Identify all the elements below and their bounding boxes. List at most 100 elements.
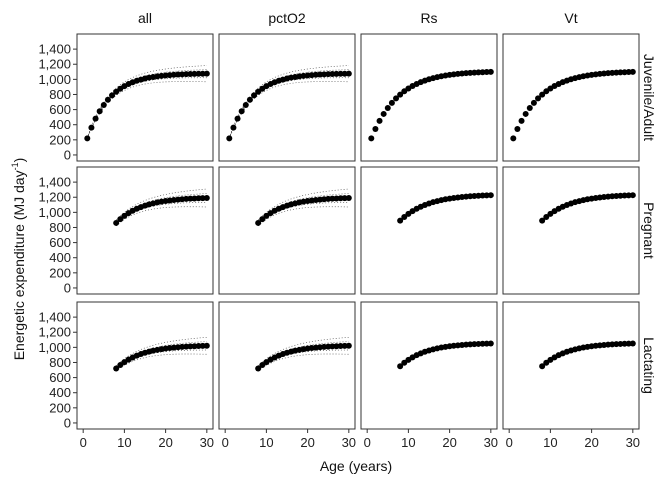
data-point — [203, 195, 210, 201]
panel-border — [360, 33, 498, 162]
data-point — [372, 125, 379, 132]
uncertainty-line — [228, 77, 349, 139]
facet-panel — [76, 33, 214, 162]
y-tick-label: 400 — [49, 250, 71, 265]
y-tick-label: 600 — [49, 370, 71, 385]
y-tick-label: 1,400 — [38, 175, 71, 190]
uncertainty-line — [257, 336, 349, 367]
facet-panel — [76, 301, 214, 430]
panel-border — [76, 166, 214, 295]
row-strip-label: Juvenile/Adult — [641, 54, 657, 141]
y-tick-label: 200 — [49, 400, 71, 415]
y-axis-title-sup: -1 — [10, 162, 20, 170]
x-tick-label: 10 — [117, 435, 131, 450]
data-point — [100, 101, 107, 108]
uncertainty-line — [257, 206, 349, 227]
uncertainty-line — [115, 206, 207, 227]
y-tick-label: 600 — [49, 235, 71, 250]
x-tick-label: 20 — [584, 435, 598, 450]
uncertainty-line — [257, 353, 349, 372]
data-point — [539, 363, 546, 370]
row-strip-label: Pregnant — [641, 202, 657, 259]
x-tick-label: 30 — [626, 435, 640, 450]
data-point — [238, 108, 245, 115]
data-point — [255, 219, 262, 226]
data-point — [246, 96, 253, 103]
data-point — [514, 125, 521, 132]
y-axis-title: Energetic expenditure (MJ day-1) — [10, 158, 27, 361]
data-point — [522, 110, 529, 117]
data-point — [388, 99, 395, 106]
facet-panel — [502, 33, 640, 162]
data-point — [397, 91, 404, 98]
panel-border — [360, 166, 498, 295]
y-tick-label: 400 — [49, 117, 71, 132]
data-point — [96, 108, 103, 115]
data-point — [230, 124, 237, 131]
x-tick-label: 20 — [442, 435, 456, 450]
data-point — [345, 342, 352, 349]
y-tick-label: 0 — [64, 415, 71, 430]
panel-border — [502, 301, 640, 430]
data-point — [92, 115, 99, 122]
data-point — [104, 96, 111, 103]
y-tick-label: 800 — [49, 355, 71, 370]
facet-panel — [502, 301, 640, 430]
panel-border — [218, 301, 356, 430]
uncertainty-line — [115, 193, 207, 222]
x-tick-label: 30 — [342, 435, 356, 450]
panel-border — [76, 301, 214, 430]
x-tick-label: 0 — [80, 435, 87, 450]
uncertainty-line — [86, 81, 207, 140]
facet-panel — [218, 166, 356, 295]
data-point — [255, 88, 262, 95]
facet-panel — [360, 33, 498, 162]
y-tick-label: 200 — [49, 132, 71, 147]
data-point — [84, 135, 91, 142]
data-point — [113, 219, 120, 226]
data-point — [376, 117, 383, 124]
data-point — [368, 135, 375, 142]
y-tick-label: 1,000 — [38, 205, 71, 220]
y-tick-label: 400 — [49, 385, 71, 400]
y-tick-label: 1,200 — [38, 57, 71, 72]
panel-border — [76, 33, 214, 162]
x-tick-label: 20 — [300, 435, 314, 450]
panels-layer: all pctO2 Rs Vt Juvenile/Adult Pregnant Lactat… — [38, 10, 657, 450]
y-tick-label: 1,000 — [38, 72, 71, 87]
facet-panel — [502, 166, 640, 295]
data-point — [397, 363, 404, 370]
data-point — [487, 340, 494, 347]
y-tick-label: 1,200 — [38, 325, 71, 340]
data-point — [345, 195, 352, 201]
data-point — [543, 213, 550, 220]
facet-panel — [360, 166, 498, 295]
facet-panel — [360, 301, 498, 430]
data-point — [203, 342, 210, 349]
y-tick-label: 1,000 — [38, 340, 71, 355]
x-tick-label: 0 — [222, 435, 229, 450]
data-point — [109, 92, 116, 99]
panel-border — [502, 33, 640, 162]
y-tick-label: 1,400 — [38, 310, 71, 325]
x-tick-label: 30 — [200, 435, 214, 450]
x-tick-label: 10 — [401, 435, 415, 450]
x-tick-label: 20 — [158, 435, 172, 450]
data-point — [535, 95, 542, 102]
data-point — [113, 88, 120, 95]
column-strip-label: Rs — [420, 10, 437, 26]
x-tick-label: 30 — [484, 435, 498, 450]
uncertainty-line — [115, 353, 207, 372]
y-axis-title-main: Energetic expenditure (MJ day — [11, 170, 27, 360]
y-tick-label: 600 — [49, 102, 71, 117]
data-point — [510, 135, 517, 142]
y-axis-title-close: ) — [11, 158, 27, 163]
data-point — [526, 104, 533, 111]
data-point — [251, 92, 258, 99]
column-strip-label: pctO2 — [268, 10, 306, 26]
y-tick-label: 800 — [49, 87, 71, 102]
data-point — [255, 365, 262, 372]
data-point — [203, 70, 210, 77]
x-tick-label: 0 — [364, 435, 371, 450]
